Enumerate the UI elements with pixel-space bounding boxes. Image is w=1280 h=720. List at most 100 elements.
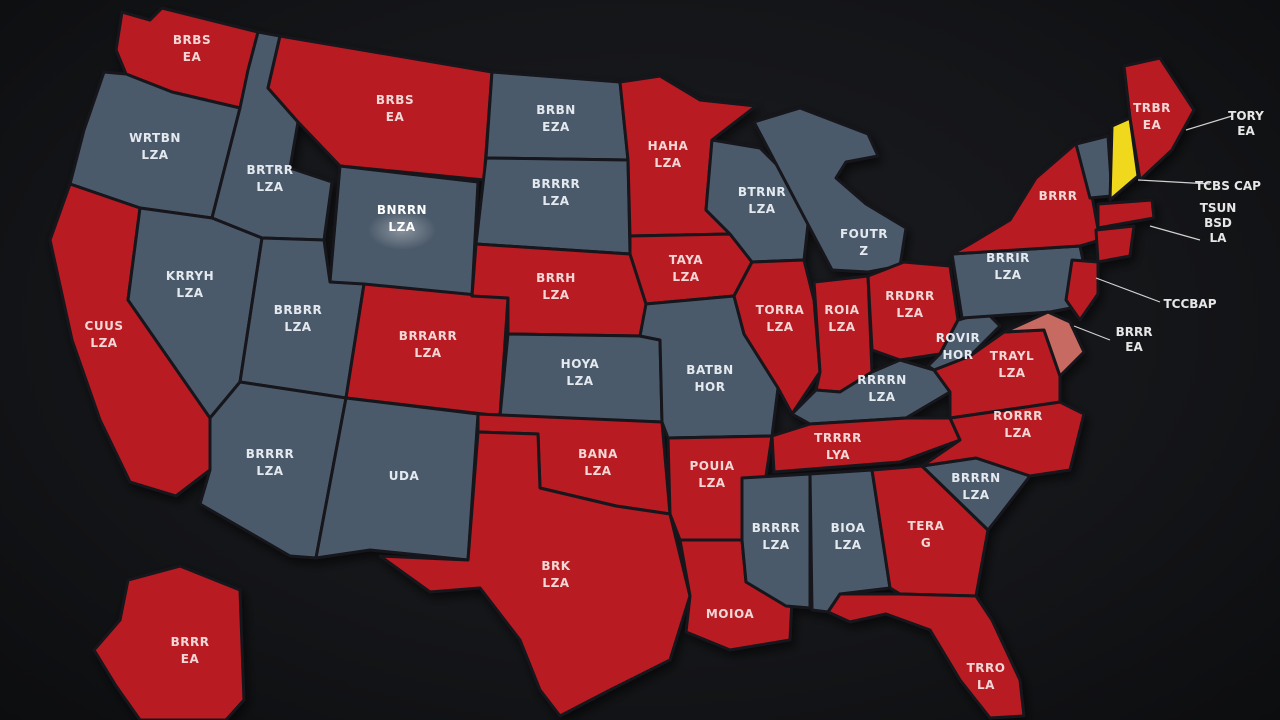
state-label-ne: BRRH LZA (536, 271, 576, 302)
state-label-ca: CUUS LZA (85, 319, 124, 350)
state-mi[interactable] (752, 106, 908, 274)
state-label-line: WRTBN (129, 131, 181, 145)
state-ak[interactable] (92, 564, 246, 720)
state-label-line: FOUTR (840, 227, 888, 241)
state-label-line: BRRRN (951, 471, 1000, 485)
state-label-line: EA (181, 652, 200, 666)
state-label-line: BRRR (171, 635, 210, 649)
state-label-ut: BRBRR LZA (274, 303, 323, 334)
state-label-ok: BANA LZA (578, 447, 618, 478)
state-label-line: EA (386, 110, 405, 124)
state-label-line: RRDRR (885, 289, 934, 303)
state-label-mt: BRBS EA (376, 93, 414, 124)
state-nm[interactable] (314, 396, 480, 562)
state-label-line: LZA (414, 346, 441, 360)
state-label-line: TRAYL (990, 349, 1034, 363)
state-fl[interactable] (826, 592, 1026, 720)
state-label-ia: TAYA LZA (669, 253, 703, 284)
state-label-line: LZA (868, 390, 895, 404)
state-ma[interactable] (1096, 198, 1156, 230)
state-me[interactable] (1122, 56, 1196, 182)
state-label-line: HOYA (561, 357, 600, 371)
state-label-al: BIOA LZA (831, 521, 866, 552)
callout-label-line: BSD (1204, 216, 1232, 230)
state-label-ms: BRRRR LZA (752, 521, 801, 552)
callout-label-line: EA (1237, 124, 1255, 138)
state-md[interactable] (1002, 310, 1086, 378)
state-label-line: TAYA (669, 253, 703, 267)
state-label-line: LZA (176, 286, 203, 300)
state-label-line: TRRRR (814, 431, 862, 445)
state-label-line: MOIOA (706, 607, 754, 621)
state-label-line: HAHA (648, 139, 689, 153)
state-label-line: BRRRR (752, 521, 801, 535)
state-label-line: CUUS (85, 319, 124, 333)
state-label-line: BRRR (1039, 189, 1078, 203)
state-label-line: ROIA (824, 303, 859, 317)
state-label-in: ROIA LZA (824, 303, 859, 334)
state-label-line: LZA (998, 366, 1025, 380)
state-label-me: TRBR EA (1133, 101, 1171, 132)
state-label-ga: TERA G (908, 519, 945, 550)
state-label-wy: BNRRN LZA (377, 203, 427, 234)
callout-label-line: EA (1125, 340, 1143, 354)
state-label-line: BTRNR (738, 185, 786, 199)
state-label-line: BRBS (173, 33, 211, 47)
state-ny[interactable] (950, 138, 1102, 256)
callout-label-line: TSUN (1200, 201, 1237, 215)
state-label-line: G (921, 536, 931, 550)
state-label-or: WRTBN LZA (129, 131, 181, 162)
state-label-la: MOIOA (706, 607, 754, 621)
state-nj[interactable] (1064, 258, 1100, 322)
state-ct[interactable] (1094, 224, 1136, 264)
callout-label-line: TORY (1228, 109, 1264, 123)
state-label-ar: POUIA LZA (690, 459, 735, 490)
state-tx[interactable] (378, 430, 692, 718)
state-label-sc: BRRRN LZA (951, 471, 1000, 502)
state-label-line: Z (859, 244, 868, 258)
state-label-line: LZA (828, 320, 855, 334)
state-label-nv: KRRYH LZA (166, 269, 214, 300)
state-label-line: BRTRR (246, 163, 293, 177)
state-label-line: BRRIR (986, 251, 1030, 265)
state-label-az: BRRRR LZA (246, 447, 295, 478)
state-label-line: KRRYH (166, 269, 214, 283)
state-label-oh: RRDRR LZA (885, 289, 934, 320)
state-label-line: EA (183, 50, 202, 64)
state-label-sd: BRRRR LZA (532, 177, 581, 208)
state-label-line: TORRA (756, 303, 805, 317)
callout-label-nj: TCCBAP (1163, 297, 1216, 311)
state-label-mi: FOUTR Z (840, 227, 888, 258)
state-label-line: BRRRR (246, 447, 295, 461)
state-label-wi: BTRNR LZA (738, 185, 786, 216)
state-label-line: TRBR (1133, 101, 1171, 115)
callout-label-line: BRRR (1116, 325, 1153, 339)
state-label-line: LA (977, 678, 995, 692)
callout-line-nh (1137, 179, 1211, 185)
state-nc[interactable] (920, 400, 1086, 478)
state-label-line: BNRRN (377, 203, 427, 217)
state-label-line: LZA (762, 538, 789, 552)
states-layer (48, 6, 1196, 720)
state-mt[interactable] (266, 34, 494, 182)
state-label-wa: BRBS EA (173, 33, 211, 64)
state-label-line: LZA (834, 538, 861, 552)
callout-label-ma: TSUN BSD LA (1200, 201, 1237, 245)
callout-label-nh: TCBS CAP (1195, 179, 1261, 193)
state-label-line: LZA (566, 374, 593, 388)
state-label-line: BRBN (536, 103, 576, 117)
state-label-line: EA (1143, 118, 1162, 132)
state-label-line: BRK (541, 559, 570, 573)
callout-label-line: TCCBAP (1163, 297, 1216, 311)
state-label-line: LZA (141, 148, 168, 162)
state-label-nd: BRBN EZA (536, 103, 576, 134)
callout-line-nj (1095, 277, 1161, 303)
state-label-line: UDA (389, 469, 420, 483)
state-label-line: LZA (1004, 426, 1031, 440)
state-label-co: BRRARR LZA (399, 329, 457, 360)
callout-line-me (1185, 115, 1233, 131)
state-label-line: BATBN (686, 363, 733, 377)
state-label-tx: BRK LZA (541, 559, 570, 590)
callout-label-line: TCBS CAP (1195, 179, 1261, 193)
